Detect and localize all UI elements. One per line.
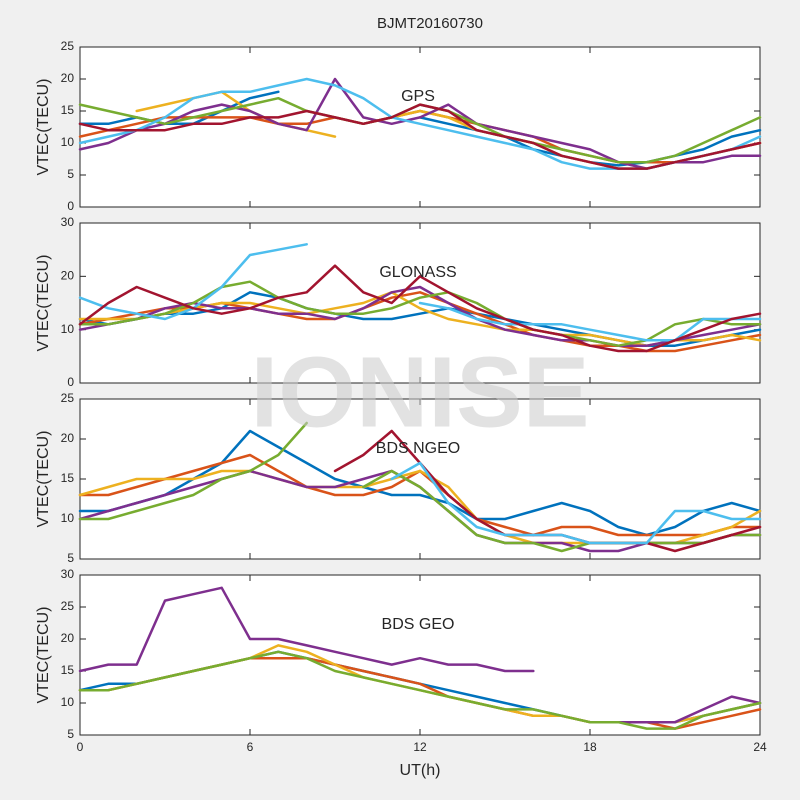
panel-annotation: BDS GEO — [382, 616, 455, 633]
panel-annotation: GPS — [401, 88, 435, 105]
y-tick-label: 0 — [67, 199, 74, 213]
series-line — [78, 421, 762, 553]
series-line — [78, 650, 762, 730]
series-line — [78, 103, 762, 170]
series-line — [390, 461, 762, 545]
watermark: IONISE — [251, 336, 590, 448]
axes-frame — [79, 46, 761, 208]
panel: 5 10 15 20 25 BDS NGEO VTEC(TECU) — [35, 391, 762, 565]
series-line — [78, 264, 762, 353]
x-tick-label: 18 — [583, 740, 597, 754]
x-tick-label: 12 — [413, 740, 427, 754]
y-tick-label: 10 — [61, 695, 75, 709]
y-axis-label: VTEC(TECU) — [35, 255, 52, 352]
y-tick-label: 25 — [61, 599, 75, 613]
panel: 0 10 20 30 GLONASS VTEC(TECU) — [35, 215, 762, 389]
panel: 0 5 10 15 20 25 GPS VTEC(TECU) — [35, 39, 762, 213]
y-tick-label: 10 — [61, 322, 75, 336]
y-tick-label: 20 — [61, 269, 75, 283]
y-tick-label: 20 — [61, 71, 75, 85]
panel: 5 10 15 20 25 30 0 6 12 18 24 BDS GEO VTEC(TECU) UT(h… — [35, 567, 767, 779]
panel-annotation: GLONASS — [379, 264, 456, 281]
y-tick-label: 15 — [61, 471, 75, 485]
x-tick-label: 0 — [77, 740, 84, 754]
figure-title: BJMT20160730 — [377, 15, 483, 32]
y-tick-label: 20 — [61, 431, 75, 445]
y-tick-label: 15 — [61, 663, 75, 677]
y-tick-label: 10 — [61, 511, 75, 525]
y-axis-label: VTEC(TECU) — [35, 607, 52, 704]
y-tick-label: 30 — [61, 567, 75, 581]
y-tick-label: 0 — [67, 375, 74, 389]
y-tick-label: 5 — [67, 551, 74, 565]
series-line — [78, 586, 762, 724]
y-tick-label: 5 — [67, 727, 74, 741]
y-tick-label: 25 — [61, 39, 75, 53]
y-tick-label: 5 — [67, 167, 74, 181]
y-tick-label: 30 — [61, 215, 75, 229]
y-tick-label: 25 — [61, 391, 75, 405]
y-tick-label: 10 — [61, 135, 75, 149]
x-axis-label: UT(h) — [400, 762, 441, 779]
y-tick-label: 20 — [61, 631, 75, 645]
axes-frame — [79, 574, 761, 736]
panel-annotation: BDS NGEO — [376, 440, 460, 457]
x-tick-label: 24 — [753, 740, 767, 754]
y-tick-label: 15 — [61, 103, 75, 117]
y-axis-label: VTEC(TECU) — [35, 431, 52, 528]
x-tick-label: 6 — [247, 740, 254, 754]
y-axis-label: VTEC(TECU) — [35, 79, 52, 176]
